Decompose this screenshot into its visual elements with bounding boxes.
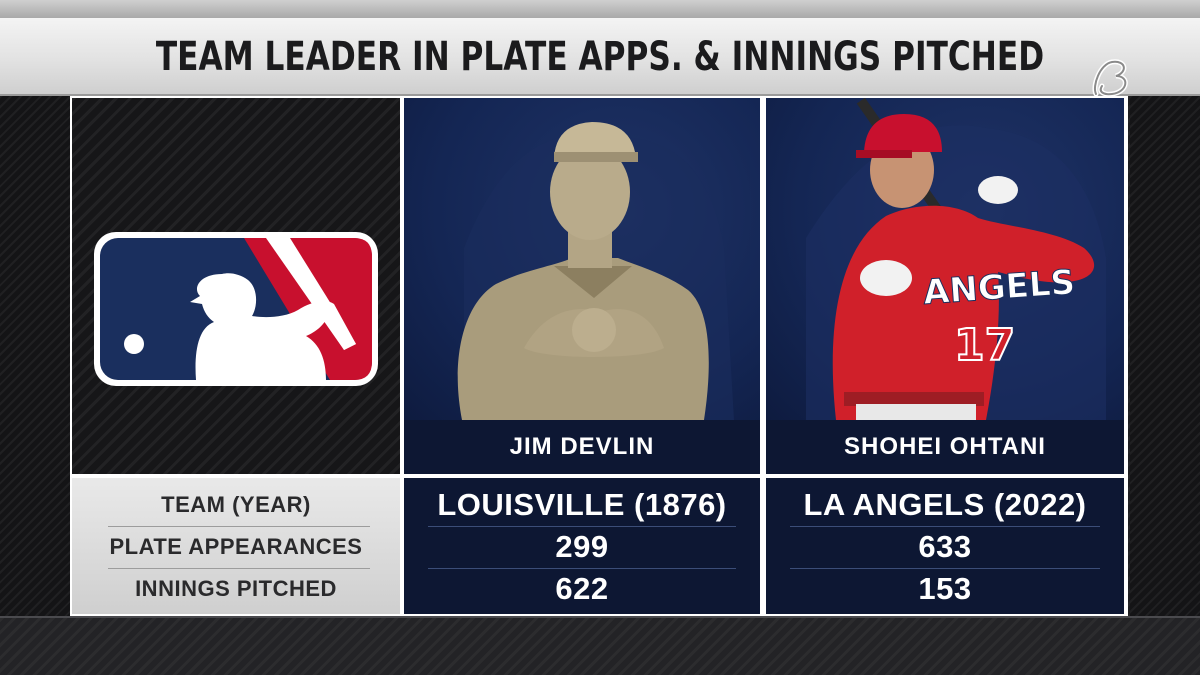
ohtani-plate-appearances: 633	[918, 529, 972, 564]
stat-column-devlin: LOUISVILLE (1876) 299 622	[404, 478, 760, 614]
row-divider	[108, 526, 370, 527]
devlin-plate-appearances: 299	[555, 529, 609, 564]
mlb-logo	[94, 232, 378, 386]
title-bar: TEAM LEADER IN PLATE APPS. & INNINGS PIT…	[0, 18, 1200, 97]
row-divider	[790, 526, 1100, 527]
label-team-year: TEAM (YEAR)	[161, 492, 311, 517]
label-plate-appearances: PLATE APPEARANCES	[109, 534, 363, 559]
svg-text:17: 17	[954, 320, 1015, 371]
right-decor-stripe	[1130, 96, 1200, 616]
player-name-devlin: JIM DEVLIN	[404, 420, 760, 474]
bottom-strip	[0, 616, 1200, 675]
row-divider	[428, 526, 736, 527]
league-logo-cell	[72, 98, 400, 474]
label-innings-pitched: INNINGS PITCHED	[135, 576, 337, 601]
row-divider	[790, 568, 1100, 569]
player-photo-devlin	[404, 98, 760, 420]
ohtani-innings-pitched: 153	[918, 571, 972, 606]
player-name-ohtani: SHOHEI OHTANI	[766, 420, 1124, 474]
devlin-team-year: LOUISVILLE (1876)	[437, 487, 727, 522]
row-divider	[428, 568, 736, 569]
row-divider	[108, 568, 370, 569]
stat-label-column: TEAM (YEAR) PLATE APPEARANCES INNINGS PI…	[72, 478, 400, 614]
left-decor-stripe	[0, 96, 70, 616]
stat-column-ohtani: LA ANGELS (2022) 633 153	[766, 478, 1124, 614]
top-strip	[0, 0, 1200, 18]
devlin-innings-pitched: 622	[555, 571, 609, 606]
vintage-player-image	[457, 122, 734, 420]
graphic-title: TEAM LEADER IN PLATE APPS. & INNINGS PIT…	[155, 34, 1045, 80]
player-photo-ohtani: ANGELS 17	[766, 98, 1124, 420]
ohtani-team-year: LA ANGELS (2022)	[803, 487, 1087, 522]
angels-batter-image: ANGELS 17	[806, 98, 1106, 420]
brand-logo	[1092, 59, 1128, 97]
